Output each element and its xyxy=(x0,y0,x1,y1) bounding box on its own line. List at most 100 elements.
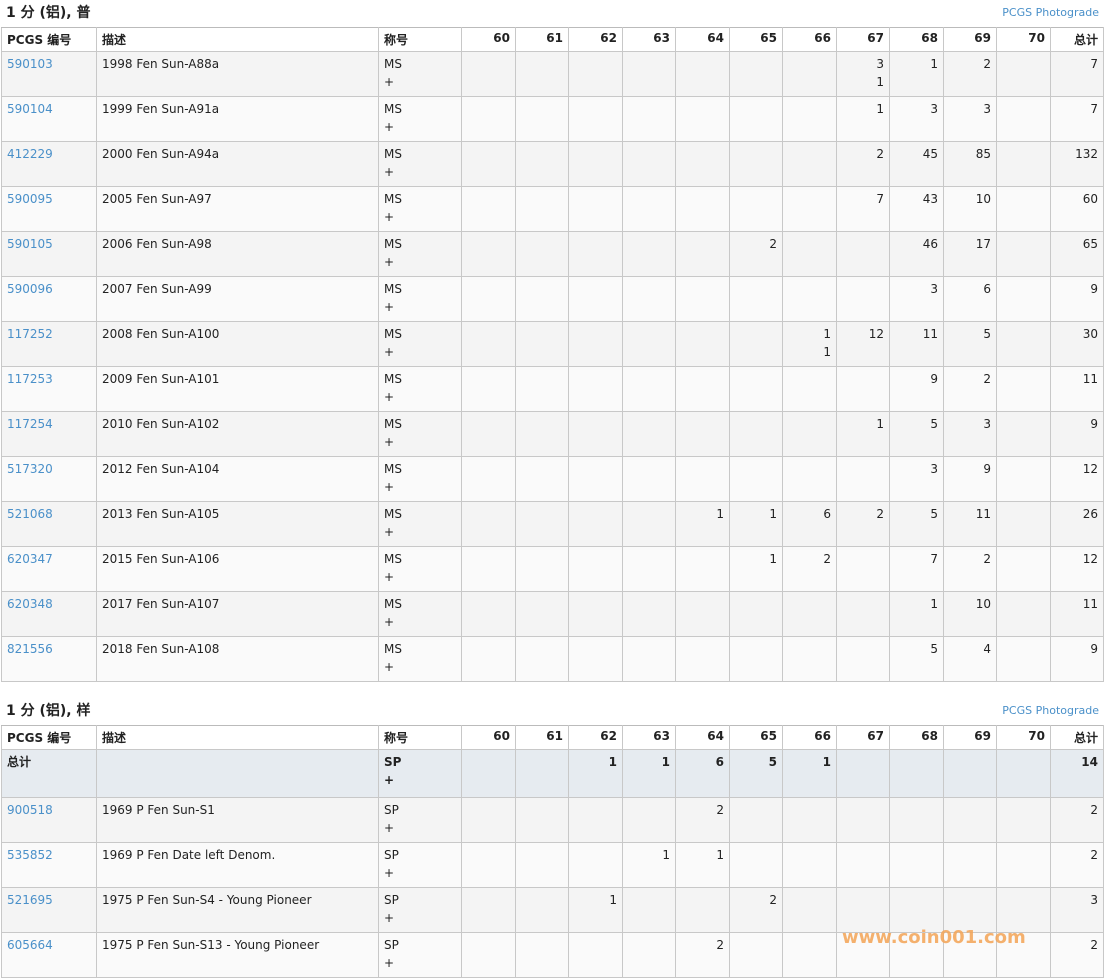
col-header-grade-60[interactable]: 60 xyxy=(461,725,516,750)
grade-count[interactable]: 5 xyxy=(768,755,777,769)
grade-count[interactable]: 7 xyxy=(876,192,884,206)
col-header-desc[interactable]: 描述 xyxy=(96,27,379,52)
col-header-grade-63[interactable]: 63 xyxy=(622,725,676,750)
grade-count[interactable]: 2 xyxy=(716,803,724,817)
grade-count[interactable]: 1 xyxy=(716,848,724,862)
grade-count[interactable]: 2 xyxy=(823,552,831,566)
col-header-grade-70[interactable]: 70 xyxy=(996,725,1051,750)
grade-count[interactable]: 11 xyxy=(975,507,991,521)
grade-count[interactable]: 2 xyxy=(716,938,724,952)
col-header-grade-68[interactable]: 68 xyxy=(889,725,944,750)
grade-count[interactable]: 6 xyxy=(823,507,831,521)
grade-count[interactable]: 1 xyxy=(609,893,617,907)
pcgs-number-link[interactable]: 412229 xyxy=(7,147,53,161)
pcgs-number-link[interactable]: 620347 xyxy=(7,552,53,566)
grade-count[interactable]: 17 xyxy=(975,237,991,251)
grade-count[interactable]: 1 xyxy=(822,755,831,769)
col-header-id[interactable]: PCGS 编号 xyxy=(1,27,97,52)
grade-count[interactable]: 1 xyxy=(930,57,938,71)
grade-count[interactable]: 6 xyxy=(715,755,724,769)
col-header-grade-62[interactable]: 62 xyxy=(568,27,623,52)
col-header-grade-69[interactable]: 69 xyxy=(943,27,997,52)
grade-count[interactable]: 3 xyxy=(983,417,991,431)
col-header-grade-66[interactable]: 66 xyxy=(782,27,837,52)
grade-count[interactable]: 1 xyxy=(823,327,831,341)
grade-count[interactable]: 3 xyxy=(930,102,938,116)
grade-count[interactable]: 9 xyxy=(983,462,991,476)
col-header-grade-65[interactable]: 65 xyxy=(729,725,783,750)
grade-count[interactable]: 1 xyxy=(876,102,884,116)
col-header-total[interactable]: 总计 xyxy=(1050,725,1104,750)
grade-count[interactable]: 1 xyxy=(716,507,724,521)
col-header-grade-67[interactable]: 67 xyxy=(836,27,890,52)
pcgs-number-link[interactable]: 590104 xyxy=(7,102,53,116)
col-header-designation[interactable]: 称号 xyxy=(378,27,462,52)
grade-count[interactable]: 2 xyxy=(983,372,991,386)
grade-count[interactable]: 1 xyxy=(661,755,670,769)
grade-count[interactable]: 85 xyxy=(975,147,991,161)
pcgs-number-link[interactable]: 535852 xyxy=(7,848,53,862)
col-header-designation[interactable]: 称号 xyxy=(378,725,462,750)
grade-count[interactable]: 7 xyxy=(930,552,938,566)
grade-count[interactable]: 1 xyxy=(876,417,884,431)
col-header-grade-64[interactable]: 64 xyxy=(675,725,730,750)
col-header-desc[interactable]: 描述 xyxy=(96,725,379,750)
grade-count[interactable]: 45 xyxy=(922,147,938,161)
grade-count[interactable]: 3 xyxy=(930,462,938,476)
photograde-link[interactable]: PCGS Photograde xyxy=(1002,6,1099,19)
col-header-grade-62[interactable]: 62 xyxy=(568,725,623,750)
col-header-grade-60[interactable]: 60 xyxy=(461,27,516,52)
grade-count[interactable]: 46 xyxy=(922,237,938,251)
pcgs-number-link[interactable]: 821556 xyxy=(7,642,53,656)
grade-count[interactable]: 6 xyxy=(983,282,991,296)
grade-count[interactable]: 2 xyxy=(876,507,884,521)
pcgs-number-link[interactable]: 590105 xyxy=(7,237,53,251)
grade-count[interactable]: 3 xyxy=(983,102,991,116)
grade-count[interactable]: 1 xyxy=(608,755,617,769)
col-header-id[interactable]: PCGS 编号 xyxy=(1,725,97,750)
grade-count[interactable]: 2 xyxy=(983,57,991,71)
col-header-grade-68[interactable]: 68 xyxy=(889,27,944,52)
grade-count[interactable]: 5 xyxy=(930,507,938,521)
col-header-grade-61[interactable]: 61 xyxy=(515,27,569,52)
grade-count[interactable]: 2 xyxy=(769,893,777,907)
pcgs-number-link[interactable]: 590095 xyxy=(7,192,53,206)
pcgs-number-link[interactable]: 605664 xyxy=(7,938,53,952)
pcgs-number-link[interactable]: 900518 xyxy=(7,803,53,817)
grade-count[interactable]: 9 xyxy=(930,372,938,386)
col-header-grade-69[interactable]: 69 xyxy=(943,725,997,750)
col-header-grade-66[interactable]: 66 xyxy=(782,725,837,750)
grade-count[interactable]: 11 xyxy=(922,327,938,341)
grade-count[interactable]: 4 xyxy=(983,642,991,656)
pcgs-number-link[interactable]: 117253 xyxy=(7,372,53,386)
pcgs-number-link[interactable]: 521068 xyxy=(7,507,53,521)
grade-count[interactable]: 43 xyxy=(922,192,938,206)
grade-count[interactable]: 5 xyxy=(930,642,938,656)
col-header-grade-65[interactable]: 65 xyxy=(729,27,783,52)
pcgs-number-link[interactable]: 590103 xyxy=(7,57,53,71)
grade-count[interactable]: 10 xyxy=(975,192,991,206)
col-header-grade-67[interactable]: 67 xyxy=(836,725,890,750)
grade-count[interactable]: 1 xyxy=(662,848,670,862)
grade-count[interactable]: 5 xyxy=(983,327,991,341)
grade-count[interactable]: 5 xyxy=(930,417,938,431)
col-header-grade-70[interactable]: 70 xyxy=(996,27,1051,52)
grade-count[interactable]: 10 xyxy=(975,597,991,611)
pcgs-number-link[interactable]: 590096 xyxy=(7,282,53,296)
grade-count[interactable]: 3 xyxy=(876,57,884,71)
grade-count[interactable]: 1 xyxy=(930,597,938,611)
col-header-total[interactable]: 总计 xyxy=(1050,27,1104,52)
pcgs-number-link[interactable]: 517320 xyxy=(7,462,53,476)
grade-count[interactable]: 3 xyxy=(930,282,938,296)
col-header-grade-63[interactable]: 63 xyxy=(622,27,676,52)
grade-count[interactable]: 1 xyxy=(823,345,831,359)
pcgs-number-link[interactable]: 620348 xyxy=(7,597,53,611)
pcgs-number-link[interactable]: 117254 xyxy=(7,417,53,431)
photograde-link[interactable]: PCGS Photograde xyxy=(1002,704,1099,717)
pcgs-number-link[interactable]: 521695 xyxy=(7,893,53,907)
grade-count[interactable]: 2 xyxy=(769,237,777,251)
pcgs-number-link[interactable]: 117252 xyxy=(7,327,53,341)
grade-count[interactable]: 1 xyxy=(769,552,777,566)
grade-count[interactable]: 2 xyxy=(983,552,991,566)
grade-count[interactable]: 12 xyxy=(868,327,884,341)
